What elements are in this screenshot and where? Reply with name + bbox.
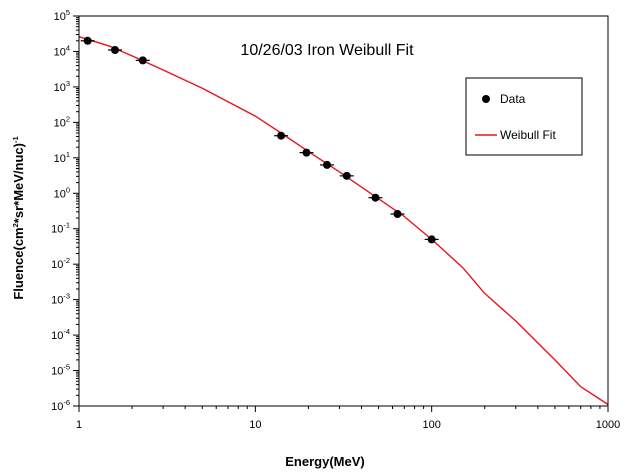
plot-area <box>78 15 609 407</box>
y-axis-title-part: *sr*MeV/nuc) <box>11 143 26 223</box>
data-point <box>302 148 311 157</box>
fit-layer <box>78 36 609 406</box>
data-point <box>83 36 92 45</box>
x-tick-label: 100 <box>422 419 440 431</box>
x-tick-label: 1000 <box>596 419 620 431</box>
chart-title: 10/26/03 Iron Weibull Fit <box>240 42 414 59</box>
y-tick-label: 101 <box>54 150 70 165</box>
x-tick-label: 10 <box>249 419 261 431</box>
data-point <box>393 210 402 219</box>
legend-label-fit: Weibull Fit <box>500 128 556 142</box>
y-tick-label: 10-6 <box>51 398 70 413</box>
data-point <box>277 131 286 140</box>
points-layer <box>80 36 439 244</box>
data-point <box>323 160 332 169</box>
y-tick-label: 10-1 <box>51 221 70 236</box>
data-point <box>342 171 351 180</box>
y-tick-label: 102 <box>54 114 70 129</box>
y-axis-title-sup: 2 <box>11 223 20 227</box>
y-axis-title-sup: -1 <box>11 136 20 143</box>
x-axis-title: Energy(MeV) <box>285 454 364 469</box>
y-axis-title-part: Fluence(cm <box>11 227 26 299</box>
ticks-layer: 1 10 100 1000 105 104 103 102 101 100 10-1 10-2 10-3… <box>51 8 620 431</box>
data-point <box>110 45 119 54</box>
data-point <box>371 193 380 202</box>
y-tick-label: 10-4 <box>51 327 70 342</box>
data-point <box>138 56 147 65</box>
y-tick-label: 105 <box>54 8 70 23</box>
y-axis-title: Fluence(cm2*sr*MeV/nuc)-1 <box>11 136 26 299</box>
legend: Data Weibull Fit <box>465 77 583 156</box>
y-tick-label: 10-3 <box>51 292 70 307</box>
y-tick-label: 10-2 <box>51 256 70 271</box>
legend-data-marker <box>482 95 490 103</box>
series-line-weibull-fit <box>78 36 609 406</box>
y-tick-label: 10-5 <box>51 363 70 378</box>
data-point <box>427 235 436 244</box>
y-tick-label: 103 <box>54 79 70 94</box>
legend-box <box>465 77 583 156</box>
y-tick-label: 100 <box>54 185 70 200</box>
y-tick-label: 104 <box>54 43 70 58</box>
x-tick-label: 1 <box>76 419 82 431</box>
legend-label-data: Data <box>500 92 526 106</box>
